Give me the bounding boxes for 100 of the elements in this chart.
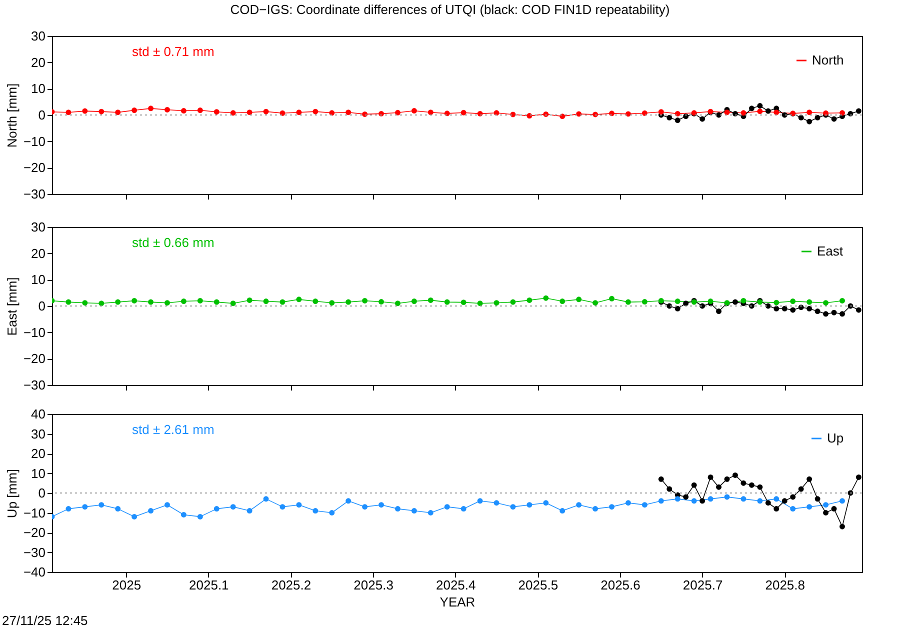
- point: [214, 299, 220, 305]
- point: [732, 299, 738, 305]
- point: [280, 299, 286, 305]
- point: [263, 496, 269, 502]
- point: [180, 298, 186, 304]
- point: [82, 108, 88, 114]
- y-tick-label: 10: [31, 81, 46, 96]
- point: [164, 107, 170, 112]
- point: [609, 504, 614, 510]
- point: [394, 110, 400, 116]
- point: [296, 502, 302, 508]
- point: [716, 308, 722, 314]
- point: [774, 110, 780, 116]
- y-tick-label: −20: [23, 525, 46, 540]
- point: [666, 114, 672, 120]
- x-tick-label: 2025: [112, 578, 142, 592]
- point: [790, 298, 796, 304]
- point: [691, 498, 697, 504]
- point: [148, 106, 154, 112]
- point: [790, 506, 796, 512]
- y-tick-label: 0: [38, 486, 46, 500]
- y-axis-title: Up [mm]: [4, 468, 20, 518]
- point: [296, 110, 302, 116]
- x-axis-title: YEAR: [440, 594, 476, 610]
- point: [576, 296, 582, 302]
- x-tick-label: 2025.3: [354, 578, 394, 592]
- point: [296, 296, 302, 302]
- point: [740, 110, 746, 116]
- point: [329, 110, 335, 116]
- y-tick-label: −20: [23, 351, 46, 366]
- point: [428, 110, 434, 116]
- point: [66, 299, 72, 305]
- point: [840, 298, 845, 304]
- point: [806, 299, 812, 305]
- point: [658, 498, 664, 504]
- point: [312, 298, 318, 304]
- point: [180, 512, 186, 518]
- y-tick-label: 20: [31, 446, 46, 461]
- point: [510, 504, 516, 510]
- point: [732, 472, 738, 478]
- point: [394, 300, 400, 306]
- point: [798, 114, 804, 120]
- point: [164, 502, 170, 508]
- point: [625, 500, 631, 506]
- y-tick-label: −30: [23, 544, 46, 560]
- point: [115, 299, 121, 305]
- point: [757, 498, 763, 504]
- annotation: std ± 0.71 mm: [132, 44, 214, 59]
- point: [856, 307, 862, 313]
- point: [806, 306, 812, 312]
- y-tick-label: 20: [31, 246, 46, 261]
- point: [708, 496, 714, 502]
- point: [560, 114, 566, 120]
- point: [132, 514, 138, 520]
- point: [132, 108, 138, 113]
- point: [782, 306, 788, 312]
- point: [329, 300, 335, 306]
- point: [774, 506, 780, 512]
- point: [411, 298, 417, 304]
- point: [856, 108, 862, 114]
- point: [576, 502, 582, 508]
- point: [460, 506, 466, 512]
- point: [658, 476, 664, 482]
- point: [378, 299, 384, 305]
- point: [214, 506, 220, 512]
- point: [460, 110, 466, 116]
- point: [543, 111, 549, 117]
- point: [444, 299, 450, 305]
- point: [831, 506, 837, 512]
- point: [66, 506, 72, 512]
- point: [823, 510, 829, 516]
- point: [774, 300, 780, 306]
- x-tick-label: 2025.5: [518, 578, 558, 592]
- point: [823, 502, 829, 508]
- point: [609, 296, 614, 302]
- annotation: std ± 0.66 mm: [132, 235, 214, 250]
- point: [346, 110, 352, 116]
- point: [164, 300, 170, 306]
- point: [378, 110, 384, 116]
- point: [674, 110, 680, 116]
- point: [674, 306, 680, 312]
- legend-label: Up: [827, 430, 844, 446]
- chart-title: COD−IGS: Coordinate differences of UTQI (black: COD FIN1D repeatability): [229, 2, 671, 17]
- point: [378, 502, 384, 508]
- point: [716, 484, 722, 490]
- point: [790, 307, 796, 313]
- point: [806, 110, 812, 116]
- point: [840, 524, 845, 530]
- point: [840, 110, 845, 116]
- point: [592, 300, 598, 306]
- annotation: std ± 2.61 mm: [132, 422, 214, 437]
- point: [806, 504, 812, 510]
- point: [642, 110, 648, 116]
- point: [642, 502, 648, 508]
- point: [197, 514, 203, 520]
- point: [774, 306, 780, 312]
- point: [197, 108, 203, 113]
- point: [765, 500, 771, 506]
- y-tick-label: −30: [23, 378, 46, 392]
- point: [230, 110, 236, 116]
